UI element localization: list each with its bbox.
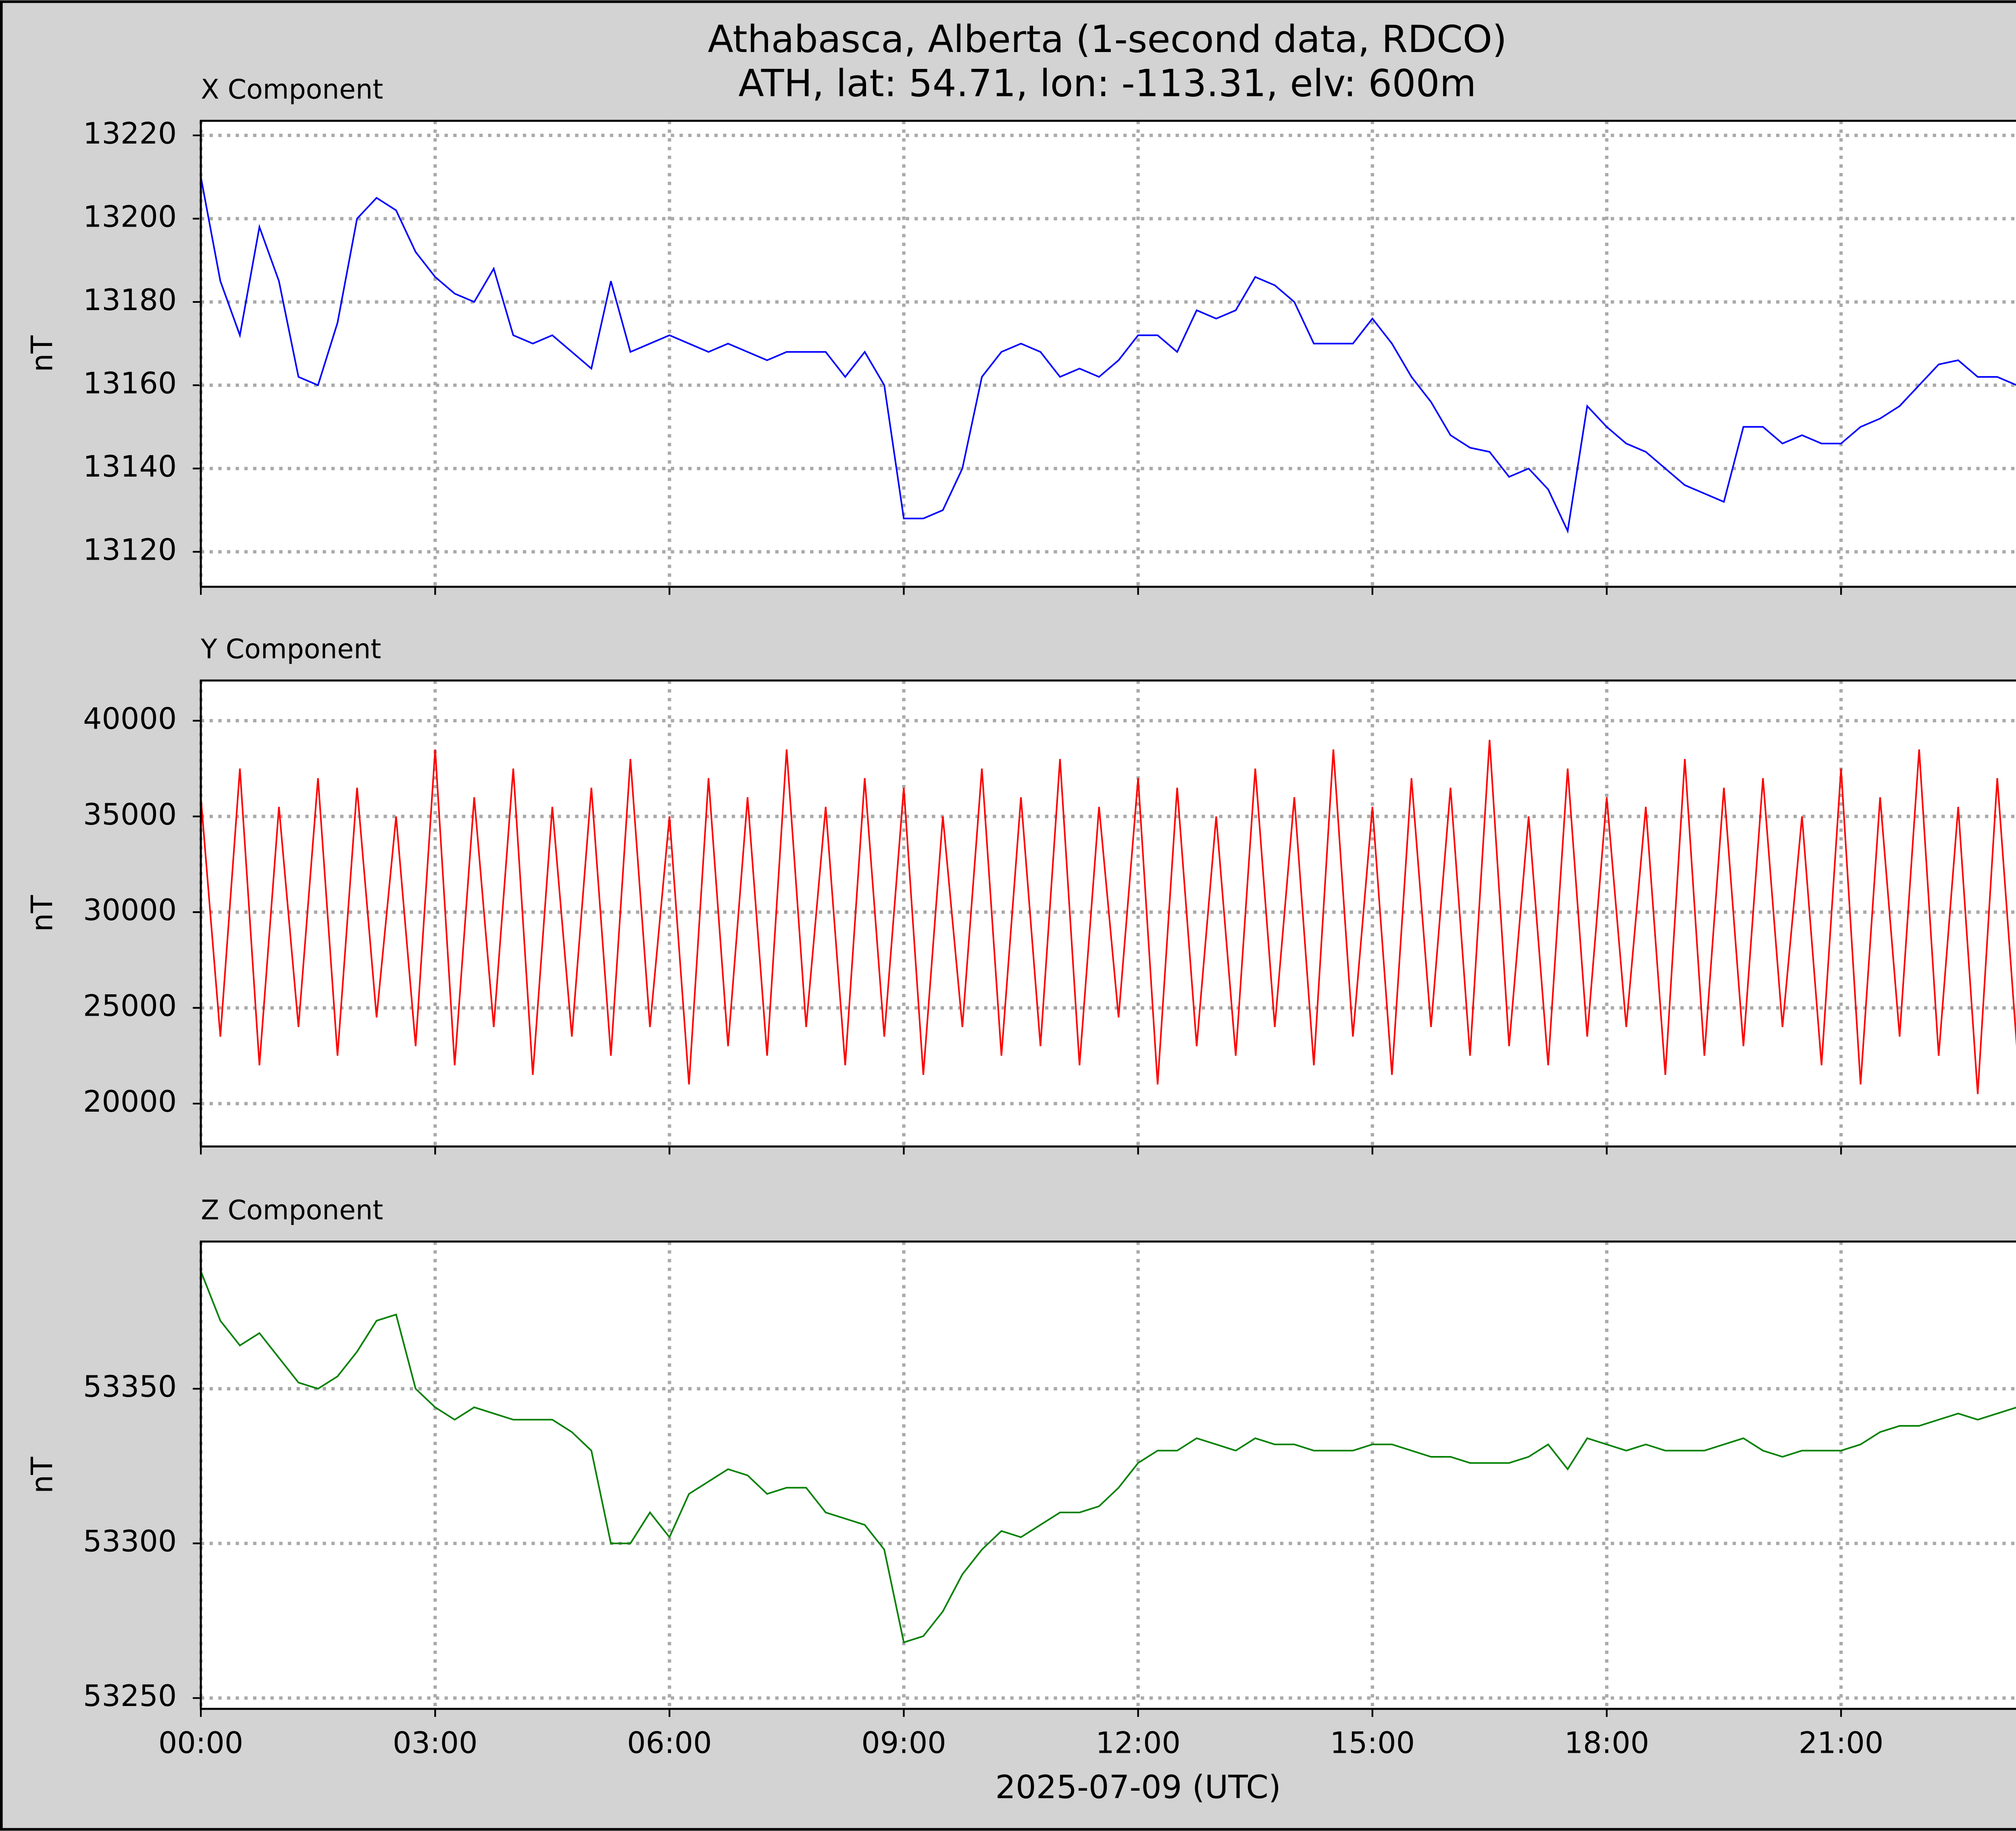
y-axis-label: nT (25, 1457, 60, 1494)
plot-area (201, 1241, 2016, 1709)
y-tick-label: 20000 (83, 1085, 177, 1119)
y-tick-label: 13180 (83, 283, 177, 317)
y-tick-label: 30000 (83, 893, 177, 927)
y-tick-label: 13160 (83, 366, 177, 400)
y-tick-label: 40000 (83, 702, 177, 736)
y-tick-label: 13200 (83, 200, 177, 234)
plot-frame (200, 1240, 2016, 1710)
x-tick-label: 18:00 (1564, 1726, 1649, 1760)
y-tick-label: 53300 (83, 1525, 177, 1559)
y-axis-label: nT (25, 335, 60, 372)
x-tick-label: 09:00 (861, 1726, 946, 1760)
data-line (200, 177, 2016, 534)
subplot-title: X Component (201, 74, 383, 105)
plot-frame (200, 120, 2016, 588)
x-axis-label: 2025-07-09 (UTC) (995, 1768, 1281, 1806)
plot-area (201, 121, 2016, 587)
figure-title: Athabasca, Alberta (1-second data, RDCO) (708, 17, 1507, 61)
subplot-title: Z Component (201, 1194, 383, 1226)
y-tick-label: 53350 (83, 1370, 177, 1404)
y-tick-label: 35000 (83, 798, 177, 832)
y-tick-label: 53250 (83, 1679, 177, 1713)
y-tick-label: 13120 (83, 533, 177, 567)
plot-frame (200, 679, 2016, 1148)
x-tick-label: 15:00 (1330, 1726, 1415, 1760)
data-line (200, 1271, 2016, 1644)
y-tick-label: 13140 (83, 450, 177, 484)
figure-subtitle: ATH, lat: 54.71, lon: -113.31, elv: 600m (738, 62, 1476, 105)
x-tick-label: 00:00 (158, 1726, 244, 1760)
y-tick-label: 25000 (83, 989, 177, 1023)
x-tick-label: 06:00 (627, 1726, 712, 1760)
y-tick-label: 13220 (83, 117, 177, 151)
x-tick-label: 12:00 (1095, 1726, 1181, 1760)
data-line (200, 739, 2016, 1094)
x-tick-label: 03:00 (393, 1726, 478, 1760)
subplot-title: Y Component (200, 633, 381, 665)
y-axis-label: nT (25, 895, 60, 932)
x-tick-label: 21:00 (1799, 1726, 1884, 1760)
